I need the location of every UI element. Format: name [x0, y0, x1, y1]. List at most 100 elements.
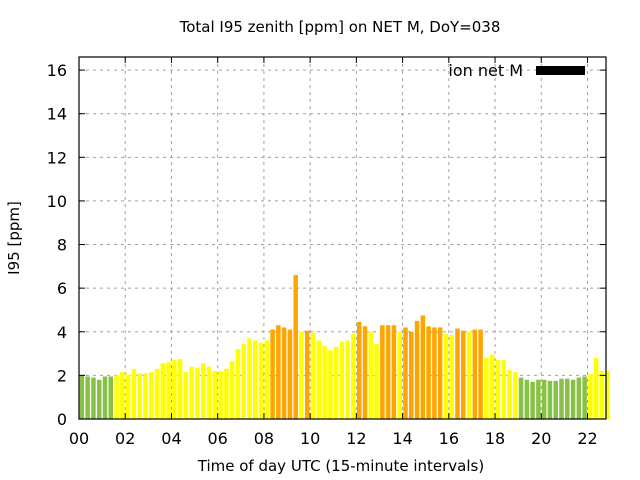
- bar: [131, 368, 137, 419]
- y-tick-label: 8: [57, 236, 67, 255]
- bar: [304, 330, 310, 419]
- bar: [588, 374, 593, 419]
- bar: [160, 363, 166, 419]
- y-tick-label: 0: [57, 410, 67, 429]
- bar: [247, 338, 252, 419]
- bar: [351, 333, 356, 419]
- y-tick-label: 16: [47, 61, 67, 80]
- x-tick-label: 00: [69, 429, 89, 448]
- bar: [518, 377, 524, 419]
- bar: [536, 379, 541, 419]
- y-tick-label: 12: [47, 148, 67, 167]
- bar: [166, 362, 171, 419]
- bar: [125, 374, 131, 419]
- bar: [154, 368, 160, 419]
- bar: [148, 372, 154, 419]
- plot-frame: [78, 56, 607, 420]
- bar: [432, 327, 437, 419]
- bar: [593, 357, 599, 419]
- bar: [241, 343, 246, 419]
- bar: [489, 354, 495, 419]
- bar: [576, 377, 582, 419]
- bar: [530, 381, 535, 419]
- bar: [235, 349, 241, 419]
- bar: [229, 361, 235, 419]
- bar: [91, 377, 96, 419]
- bar: [449, 335, 454, 419]
- bar: [380, 325, 385, 419]
- bar: [258, 342, 264, 419]
- bar: [397, 331, 402, 419]
- x-tick-label: 14: [392, 429, 412, 448]
- bar: [276, 325, 281, 419]
- bar: [177, 359, 183, 419]
- bar: [345, 340, 350, 419]
- bar: [414, 320, 420, 419]
- bar: [114, 375, 119, 419]
- bar: [102, 376, 108, 419]
- x-tick-label: 22: [577, 429, 597, 448]
- bar: [183, 372, 189, 419]
- bar: [426, 326, 431, 419]
- bar: [206, 366, 212, 419]
- bar: [218, 371, 223, 419]
- bar: [270, 329, 275, 419]
- x-tick-label: 12: [346, 429, 366, 448]
- x-axis-title: Time of day UTC (15-minute intervals): [197, 457, 484, 475]
- x-tick-label: 02: [115, 429, 135, 448]
- bar: [322, 345, 327, 419]
- chart-title: Total I95 zenith [ppm] on NET M, DoY=038: [179, 18, 501, 36]
- bar: [541, 379, 547, 419]
- bar: [333, 347, 339, 419]
- y-tick-label: 14: [47, 105, 67, 124]
- bar: [461, 330, 466, 419]
- bar: [501, 360, 506, 419]
- bar: [224, 368, 229, 419]
- legend: ion net M: [448, 61, 585, 80]
- x-tick-label: 16: [439, 429, 459, 448]
- y-axis-title: I95 [ppm]: [5, 201, 23, 275]
- bar: [472, 329, 478, 419]
- x-tick-label: 08: [254, 429, 274, 448]
- bar: [172, 360, 177, 419]
- bar: [299, 331, 304, 419]
- bar: [264, 340, 270, 419]
- bar: [357, 321, 362, 419]
- bar: [559, 378, 564, 419]
- bar: [391, 325, 397, 419]
- bar: [316, 340, 322, 419]
- grid: [79, 57, 606, 419]
- bar: [310, 332, 316, 419]
- bar: [195, 367, 200, 419]
- bar: [437, 327, 443, 419]
- bar: [385, 325, 391, 419]
- bar: [189, 366, 194, 419]
- bar: [362, 326, 368, 419]
- bar: [495, 360, 501, 419]
- bar: [420, 315, 426, 419]
- bar: [293, 275, 298, 419]
- bar: [252, 340, 258, 419]
- bar: [547, 380, 553, 419]
- bar: [339, 341, 345, 419]
- bar: [212, 371, 218, 419]
- bar: [507, 369, 512, 419]
- bar: [478, 329, 483, 419]
- bars: [79, 275, 610, 419]
- bar: [605, 371, 610, 419]
- bar: [466, 331, 472, 419]
- legend-swatch: [536, 66, 585, 75]
- bar: [403, 327, 408, 419]
- x-tick-label: 20: [531, 429, 551, 448]
- y-tick-label: 4: [57, 323, 67, 342]
- bar: [484, 357, 489, 419]
- bar: [570, 379, 576, 419]
- bar: [120, 372, 125, 419]
- bar: [524, 379, 530, 419]
- x-tick-label: 04: [161, 429, 181, 448]
- bar: [287, 329, 293, 419]
- bar: [553, 380, 558, 419]
- bar: [328, 350, 333, 419]
- bar: [513, 372, 518, 419]
